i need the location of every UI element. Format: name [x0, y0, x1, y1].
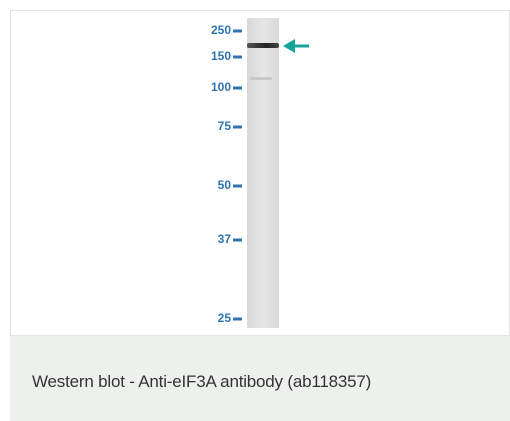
faint-band	[250, 77, 272, 80]
marker-label: 50	[218, 178, 232, 192]
page: 250 150 100 75 50 37 25 Western blot - Anti-eI…	[0, 0, 510, 421]
marker-label: 150	[211, 49, 231, 63]
caption: Western blot - Anti-eIF3A antibody (ab11…	[32, 372, 371, 392]
marker-label: 25	[218, 311, 232, 325]
marker-label: 37	[218, 232, 232, 246]
lane	[247, 18, 279, 328]
caption-box: Western blot - Anti-eIF3A antibody (ab11…	[10, 336, 510, 421]
marker-label: 250	[211, 23, 231, 37]
marker-label: 100	[211, 80, 231, 94]
marker-label: 75	[218, 119, 232, 133]
blot-image: 250 150 100 75 50 37 25	[0, 0, 510, 336]
band	[247, 43, 279, 48]
